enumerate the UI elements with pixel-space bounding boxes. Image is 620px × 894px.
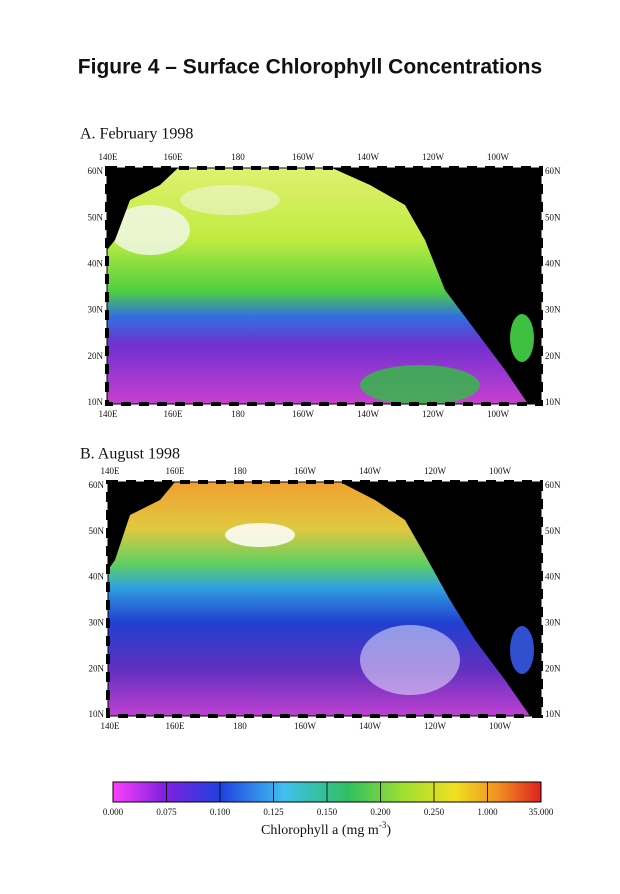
lon-label: 160E [166, 721, 186, 731]
colorbar-tick-label: 35.000 [529, 807, 554, 817]
map-a [105, 166, 543, 406]
lat-label: 10N [545, 709, 561, 719]
lat-label: 30N [545, 305, 561, 315]
label-sup: -3 [379, 820, 387, 830]
lon-label: 140W [359, 466, 382, 476]
lat-label: 60N [545, 480, 561, 490]
lat-label: 30N [89, 617, 105, 627]
lat-label: 50N [545, 212, 561, 222]
colorbar-tick-label: 0.250 [424, 807, 445, 817]
lat-label: 20N [545, 351, 561, 361]
lat-label: 10N [545, 397, 561, 407]
label-text: Chlorophyll a (mg m [261, 823, 379, 838]
panel-label: B. August 1998 [80, 446, 180, 463]
lon-label: 100W [489, 466, 512, 476]
gulf [510, 314, 534, 362]
lon-label: 140W [357, 152, 380, 162]
lon-label: 120W [422, 409, 445, 419]
lat-label: 30N [88, 305, 104, 315]
lat-label: 40N [545, 258, 561, 268]
lat-label: 10N [88, 397, 104, 407]
lon-label: 180 [231, 152, 245, 162]
lat-label: 60N [545, 166, 561, 176]
colorbar-label: Chlorophyll a (mg m-3) [261, 820, 391, 838]
label-end: ) [386, 823, 391, 838]
lat-label: 10N [89, 709, 105, 719]
lat-label: 50N [89, 526, 105, 536]
colorbar-tick-label: 0.000 [103, 807, 124, 817]
panel-label: A. February 1998 [80, 126, 193, 143]
lon-label: 140E [101, 466, 121, 476]
lon-label: 100W [487, 409, 510, 419]
ocean-patch [110, 205, 190, 255]
lat-label: 30N [545, 617, 561, 627]
lat-label: 20N [545, 663, 561, 673]
map-frame [106, 167, 542, 405]
lon-label: 140W [359, 721, 382, 731]
lon-label: 180 [233, 466, 247, 476]
lon-label: 140E [101, 721, 121, 731]
lon-label: 160E [166, 466, 186, 476]
lat-label: 40N [88, 258, 104, 268]
lon-label: 160E [164, 409, 184, 419]
map-b [106, 480, 543, 718]
lat-label: 50N [88, 212, 104, 222]
lon-label: 160W [294, 466, 317, 476]
land [107, 168, 178, 250]
lon-label: 160W [294, 721, 317, 731]
colorbar-tick-label: 0.125 [263, 807, 284, 817]
lat-label: 20N [89, 663, 105, 673]
lat-label: 60N [88, 166, 104, 176]
lon-label: 180 [231, 409, 245, 419]
map-frame [107, 481, 542, 717]
land [332, 168, 541, 404]
lon-label: 140E [99, 409, 119, 419]
land [108, 482, 175, 570]
colorbar-tick-label: 0.100 [210, 807, 231, 817]
lon-label: 120W [422, 152, 445, 162]
lon-label: 140E [99, 152, 119, 162]
lon-label: 120W [424, 721, 447, 731]
lat-label: 40N [89, 572, 105, 582]
ocean-patch [360, 625, 460, 695]
lon-label: 160E [164, 152, 184, 162]
lat-label: 20N [88, 351, 104, 361]
lon-label: 160W [292, 152, 315, 162]
colorbar-tick-label: 0.075 [156, 807, 177, 817]
lat-label: 40N [545, 572, 561, 582]
lon-label: 100W [487, 152, 510, 162]
lon-label: 140W [357, 409, 380, 419]
ocean-patch [360, 365, 480, 405]
ocean-patch [180, 185, 280, 215]
colorbar-tick-label: 1.000 [477, 807, 498, 817]
land [340, 482, 541, 716]
colorbar-tick-label: 0.200 [370, 807, 391, 817]
ocean-patch [225, 523, 295, 547]
lat-label: 60N [89, 480, 105, 490]
figure-title: Figure 4 – Surface Chlorophyll Concentra… [78, 56, 542, 79]
lat-label: 50N [545, 526, 561, 536]
lon-label: 100W [489, 721, 512, 731]
lon-label: 160W [292, 409, 315, 419]
lon-label: 180 [233, 721, 247, 731]
lon-label: 120W [424, 466, 447, 476]
gulf [510, 626, 534, 674]
colorbar-tick-label: 0.150 [317, 807, 338, 817]
